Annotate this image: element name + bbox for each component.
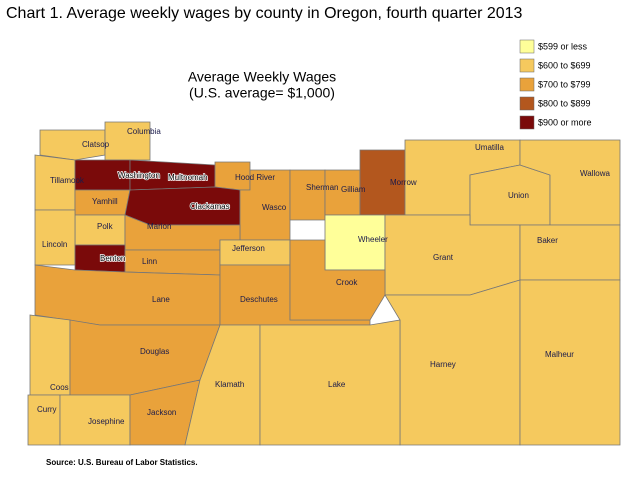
county-label: Umatilla xyxy=(475,143,504,152)
legend-label: $900 or more xyxy=(538,117,592,127)
county-label: Lane xyxy=(152,295,170,304)
county-label: Morrow xyxy=(390,178,417,187)
county-label: Yamhill xyxy=(92,197,118,206)
legend-label: $600 to $699 xyxy=(538,60,591,70)
county-label: Lincoln xyxy=(42,240,67,249)
county-label: Grant xyxy=(433,253,454,262)
county-label: Clackamas xyxy=(190,202,230,211)
county-label: Malheur xyxy=(545,350,574,359)
map-title: Average Weekly Wages xyxy=(188,69,336,85)
county-label: Clatsop xyxy=(82,140,110,149)
legend-swatch xyxy=(519,96,535,111)
county xyxy=(124,249,221,276)
county-label: Harney xyxy=(430,360,456,369)
legend-swatch xyxy=(519,77,535,92)
county xyxy=(34,209,76,266)
legend-label: $800 to $899 xyxy=(538,98,591,108)
county-label: Crook xyxy=(336,278,358,287)
county-map: Clatsop Columbia Tillamook Washington Multno… xyxy=(27,121,621,446)
county-label: Gilliam xyxy=(341,185,366,194)
legend-swatch xyxy=(519,115,535,130)
county xyxy=(289,169,326,221)
legend-label: $599 or less xyxy=(538,41,588,51)
county xyxy=(39,129,106,161)
county-label: Curry xyxy=(37,405,57,414)
legend: $599 or less $600 to $699 $700 to $799 $800… xyxy=(519,39,592,130)
legend-swatch xyxy=(519,58,535,73)
county-label: Baker xyxy=(537,236,558,245)
county-label: Hood River xyxy=(235,173,275,182)
county-label: Columbia xyxy=(127,127,161,136)
county-label: Coos xyxy=(50,383,69,392)
legend-label: $700 to $799 xyxy=(538,79,591,89)
county xyxy=(289,239,386,321)
county-label: Washington xyxy=(118,171,160,180)
county-label: Union xyxy=(508,191,529,200)
county-label: Tillamook xyxy=(50,176,85,185)
county-label: Benton xyxy=(100,254,125,263)
chart-title: Chart 1. Average weekly wages by county … xyxy=(6,5,523,22)
county-label: Jackson xyxy=(147,408,176,417)
map-subtitle: (U.S. average= $1,000) xyxy=(189,85,335,101)
county xyxy=(34,264,221,326)
legend-swatch xyxy=(519,39,535,54)
county-label: Sherman xyxy=(306,183,338,192)
county xyxy=(259,319,401,446)
county-label: Klamath xyxy=(215,380,244,389)
county-label: Deschutes xyxy=(240,295,278,304)
county-label: Wasco xyxy=(262,203,287,212)
county-label: Multnomah xyxy=(168,173,208,182)
source-note: Source: U.S. Bureau of Labor Statistics. xyxy=(46,458,198,467)
county-label: Linn xyxy=(142,257,157,266)
county-label: Douglas xyxy=(140,347,169,356)
county-label: Wallowa xyxy=(580,169,610,178)
county-label: Jefferson xyxy=(232,244,265,253)
county xyxy=(27,394,61,446)
county-label: Marion xyxy=(147,222,171,231)
county xyxy=(519,279,621,446)
county xyxy=(519,224,621,281)
county-label: Lake xyxy=(328,380,346,389)
county-label: Josephine xyxy=(88,417,125,426)
county-label: Wheeler xyxy=(358,235,388,244)
county-label: Polk xyxy=(97,222,114,231)
